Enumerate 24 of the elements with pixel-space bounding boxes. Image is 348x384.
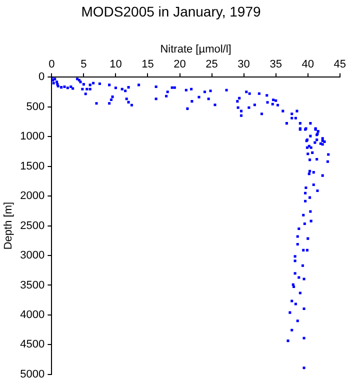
y-tick-label: 5000 [20, 368, 45, 380]
x-tick-label: 35 [270, 58, 282, 71]
x-tick-label: 0 [48, 58, 55, 71]
y-tick-label: 2000 [20, 190, 45, 202]
x-tick-label: 45 [334, 58, 346, 71]
y-axis-title: Depth [m] [2, 202, 15, 250]
y-tick-label: 4500 [20, 338, 45, 351]
chart-title: MODS2005 in January, 1979 [81, 3, 261, 20]
x-tick-label: 40 [302, 58, 314, 71]
y-tick-label: 3000 [20, 250, 45, 262]
x-axis-title: Nitrate [µmol/l] [160, 43, 232, 56]
y-tick-label: 500 [26, 100, 45, 113]
y-tick-label: 1000 [20, 130, 45, 143]
y-tick-label: 1500 [20, 160, 45, 172]
x-tick-label: 30 [238, 58, 250, 71]
x-tick-label: 20 [174, 58, 186, 71]
x-tick-label: 5 [80, 58, 87, 71]
x-tick-label: 25 [206, 58, 218, 71]
x-tick-label: 10 [110, 58, 122, 71]
y-tick-label: 2500 [20, 220, 45, 232]
y-tick-label: 3500 [20, 279, 45, 292]
y-tick-label: 4000 [20, 308, 45, 321]
x-tick-label: 15 [142, 58, 154, 71]
y-tick-label: 0 [38, 71, 45, 84]
